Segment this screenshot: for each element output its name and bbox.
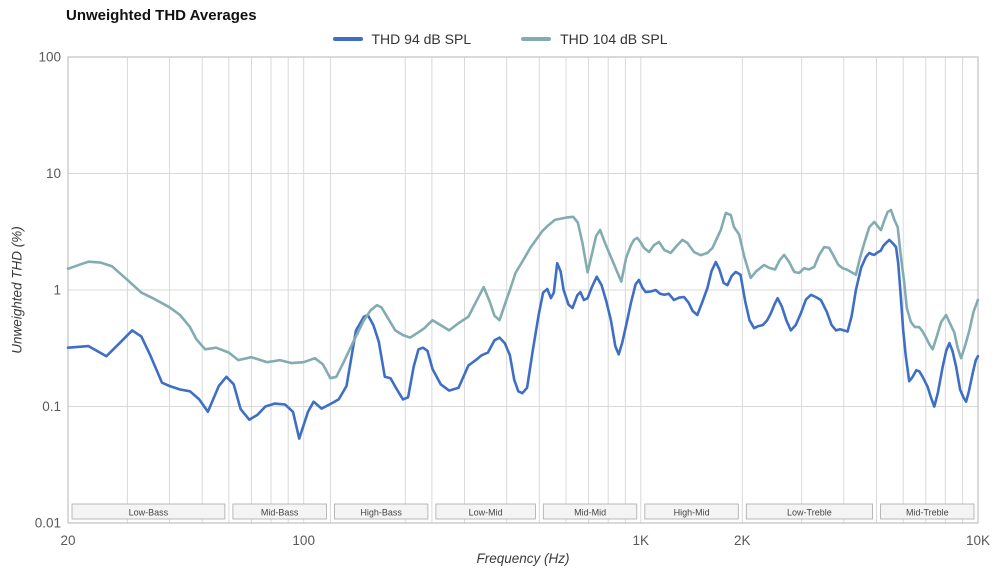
series-line-thd-94-db-spl [66, 238, 980, 440]
y-tick-label: 100 [38, 50, 61, 65]
y-tick-label: 0.1 [42, 399, 61, 414]
band-box [232, 503, 327, 520]
legend-label: THD 94 dB SPL [371, 31, 472, 47]
band-box [745, 503, 873, 520]
x-tick-label: 2K [734, 533, 751, 548]
band-box [71, 503, 226, 520]
band-label: Low-Bass [129, 508, 169, 518]
band-box [542, 503, 638, 520]
band-label: Mid-Mid [574, 508, 606, 518]
chart-legend: THD 94 dB SPL THD 104 dB SPL [0, 31, 1000, 47]
band-label: High-Bass [360, 508, 402, 518]
band-label: Low-Treble [787, 508, 832, 518]
x-tick-label: 20 [60, 533, 75, 548]
band-label: High-Mid [674, 508, 710, 518]
band-label: Low-Mid [469, 508, 503, 518]
legend-label: THD 104 dB SPL [560, 31, 668, 47]
band-box [880, 503, 975, 520]
y-tick-label: 1 [53, 283, 61, 298]
y-tick-label: 10 [46, 166, 61, 181]
y-tick-label: 0.01 [35, 516, 61, 531]
x-tick-label: 1K [633, 533, 650, 548]
x-axis-title: Frequency (Hz) [476, 551, 570, 566]
band-box [333, 503, 429, 520]
chart-title: Unweighted THD Averages [66, 7, 257, 24]
x-tick-label: 10K [966, 533, 990, 548]
series-line-thd-104-db-spl [66, 208, 980, 380]
legend-item-thd-104[interactable]: THD 104 dB SPL [521, 31, 668, 47]
band-label: Mid-Treble [906, 508, 949, 518]
legend-line-swatch-icon [521, 37, 552, 41]
band-label: Mid-Bass [261, 508, 299, 518]
legend-line-swatch-icon [332, 37, 363, 41]
band-box [644, 503, 739, 520]
legend-item-thd-94[interactable]: THD 94 dB SPL [332, 31, 472, 47]
plot-border [67, 56, 979, 524]
x-tick-label: 100 [292, 533, 315, 548]
band-box [435, 503, 536, 520]
